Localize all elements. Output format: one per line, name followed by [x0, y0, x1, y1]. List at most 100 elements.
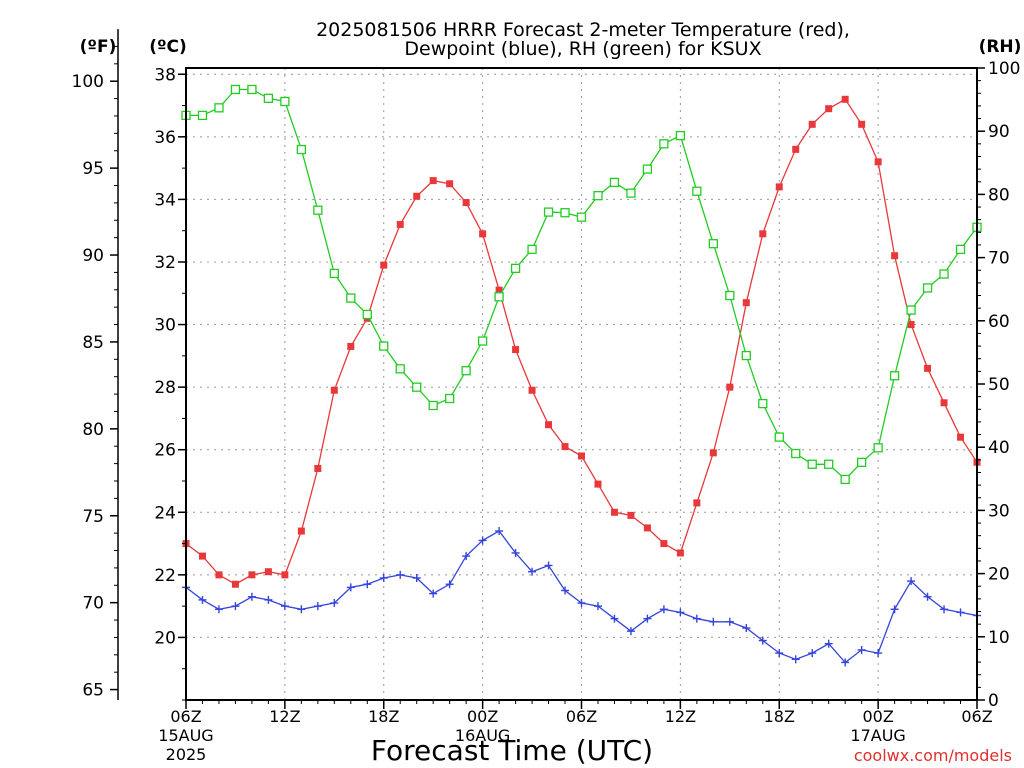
- celsius-tick-label: 28: [154, 378, 176, 398]
- temperature-point: [231, 580, 239, 588]
- dewpoint-point: [824, 639, 833, 648]
- chart-title-line1: 2025081506 HRRR Forecast 2-meter Tempera…: [316, 19, 850, 41]
- temperature-point: [380, 261, 388, 269]
- temperature-point: [545, 421, 553, 429]
- temperature-point: [808, 120, 816, 128]
- dewpoint-point: [280, 602, 289, 611]
- credit-label: coolwx.com/models: [854, 746, 1012, 765]
- rh-point: [346, 293, 356, 303]
- rh-point: [741, 350, 751, 361]
- rh-point: [263, 93, 274, 103]
- rh-point: [939, 269, 949, 279]
- dewpoint-point: [214, 605, 223, 614]
- temperature-point: [940, 399, 948, 407]
- rh-point: [593, 191, 603, 201]
- rh-point: [510, 263, 521, 273]
- rh-point: [197, 110, 208, 121]
- temperature-point: [396, 220, 404, 228]
- temperature-point: [330, 386, 338, 394]
- time-tick-label: 12Z: [665, 707, 696, 726]
- dewpoint-point: [593, 602, 602, 611]
- rh-point: [708, 239, 718, 249]
- rh-point: [313, 205, 323, 215]
- celsius-tick-label: 20: [154, 628, 176, 648]
- temperature-point: [215, 571, 223, 579]
- rh-tick-label: 0: [988, 691, 999, 711]
- temperature-point: [413, 192, 421, 200]
- dewpoint-point: [626, 627, 635, 636]
- rh-point: [856, 457, 867, 468]
- celsius-tick-label: 32: [154, 253, 176, 273]
- rh-point: [362, 309, 372, 320]
- rh-point: [659, 139, 669, 149]
- rh-point: [824, 459, 834, 469]
- temperature-point: [528, 386, 536, 394]
- rh-point: [527, 244, 537, 255]
- dewpoint-point: [890, 605, 899, 614]
- fahrenheit-tick-label: 95: [82, 159, 104, 179]
- celsius-tick-label: 38: [154, 65, 176, 85]
- temperature-point: [479, 230, 487, 238]
- dewpoint-point: [758, 636, 767, 645]
- grid: [186, 68, 977, 700]
- temperature-point: [907, 321, 915, 329]
- dewpoint-point: [874, 649, 883, 658]
- dewpoint-point: [462, 552, 471, 561]
- celsius-tick-label: 36: [154, 128, 176, 148]
- dewpoint-point: [346, 583, 355, 592]
- rh-point: [477, 336, 488, 346]
- time-axis: 06Z 12Z 18Z 00Z 06Z 12Z 18Z 00Z 06Z15AUG202516AU…: [158, 700, 993, 764]
- dewpoint-point: [363, 580, 372, 589]
- rh-point: [774, 432, 784, 442]
- temperature-point: [347, 342, 355, 350]
- time-tick-label: 12Z: [269, 707, 300, 726]
- dewpoint-point: [742, 624, 751, 633]
- celsius-axis: 20 22 24 26 28 30 32 34 36 38: [154, 65, 186, 701]
- rh-point: [247, 84, 257, 95]
- temperature-point: [446, 180, 454, 188]
- temperature-point: [594, 480, 602, 488]
- fahrenheit-tick-label: 75: [82, 507, 104, 527]
- temperature-point: [578, 452, 585, 460]
- temperature-point: [775, 183, 783, 191]
- dewpoint-point: [577, 599, 586, 608]
- rh-point: [329, 268, 339, 279]
- rh-tick-label: 10: [988, 628, 1010, 648]
- temperature-point: [742, 299, 750, 307]
- celsius-tick-label: 26: [154, 441, 176, 461]
- dewpoint-point: [643, 614, 652, 623]
- time-tick-label: 18Z: [764, 707, 795, 726]
- rh-point: [576, 212, 587, 222]
- dewpoint-point: [297, 605, 306, 614]
- rh-tick-label: 50: [988, 375, 1010, 395]
- time-tick-label: 00Z: [862, 707, 893, 726]
- dewpoint-point: [561, 586, 570, 595]
- dewpoint-point: [495, 527, 504, 536]
- chart-title-line2: Dewpoint (blue), RH (green) for KSUX: [404, 38, 761, 60]
- dewpoint-point: [923, 592, 932, 601]
- fahrenheit-tick-label: 90: [82, 246, 104, 266]
- temperature-point: [627, 511, 635, 519]
- temperature-point: [297, 527, 305, 535]
- rh-point: [395, 364, 405, 374]
- dewpoint-point: [379, 573, 388, 582]
- dewpoint-point: [247, 592, 256, 601]
- dewpoint-point: [396, 570, 405, 579]
- temperature-point: [264, 568, 272, 576]
- dewpoint-point: [429, 589, 438, 598]
- temperature-point: [924, 364, 932, 372]
- dewpoint-point: [610, 614, 619, 623]
- rh-point: [807, 459, 817, 469]
- date-label: 15AUG: [158, 726, 213, 745]
- temperature-point: [429, 177, 437, 185]
- rh-axis: 0 10 20 30 40 50 60 70 80 90 100: [977, 59, 1020, 711]
- rh-tick-label: 100: [988, 59, 1020, 79]
- temperature-point: [281, 571, 289, 579]
- rh-point: [461, 366, 471, 376]
- rh-point: [642, 164, 653, 174]
- dewpoint-point: [313, 602, 322, 611]
- temperature-point: [693, 499, 701, 507]
- dewpoint-point: [528, 567, 537, 576]
- temperature-point: [248, 571, 256, 579]
- temperature-point: [643, 524, 651, 532]
